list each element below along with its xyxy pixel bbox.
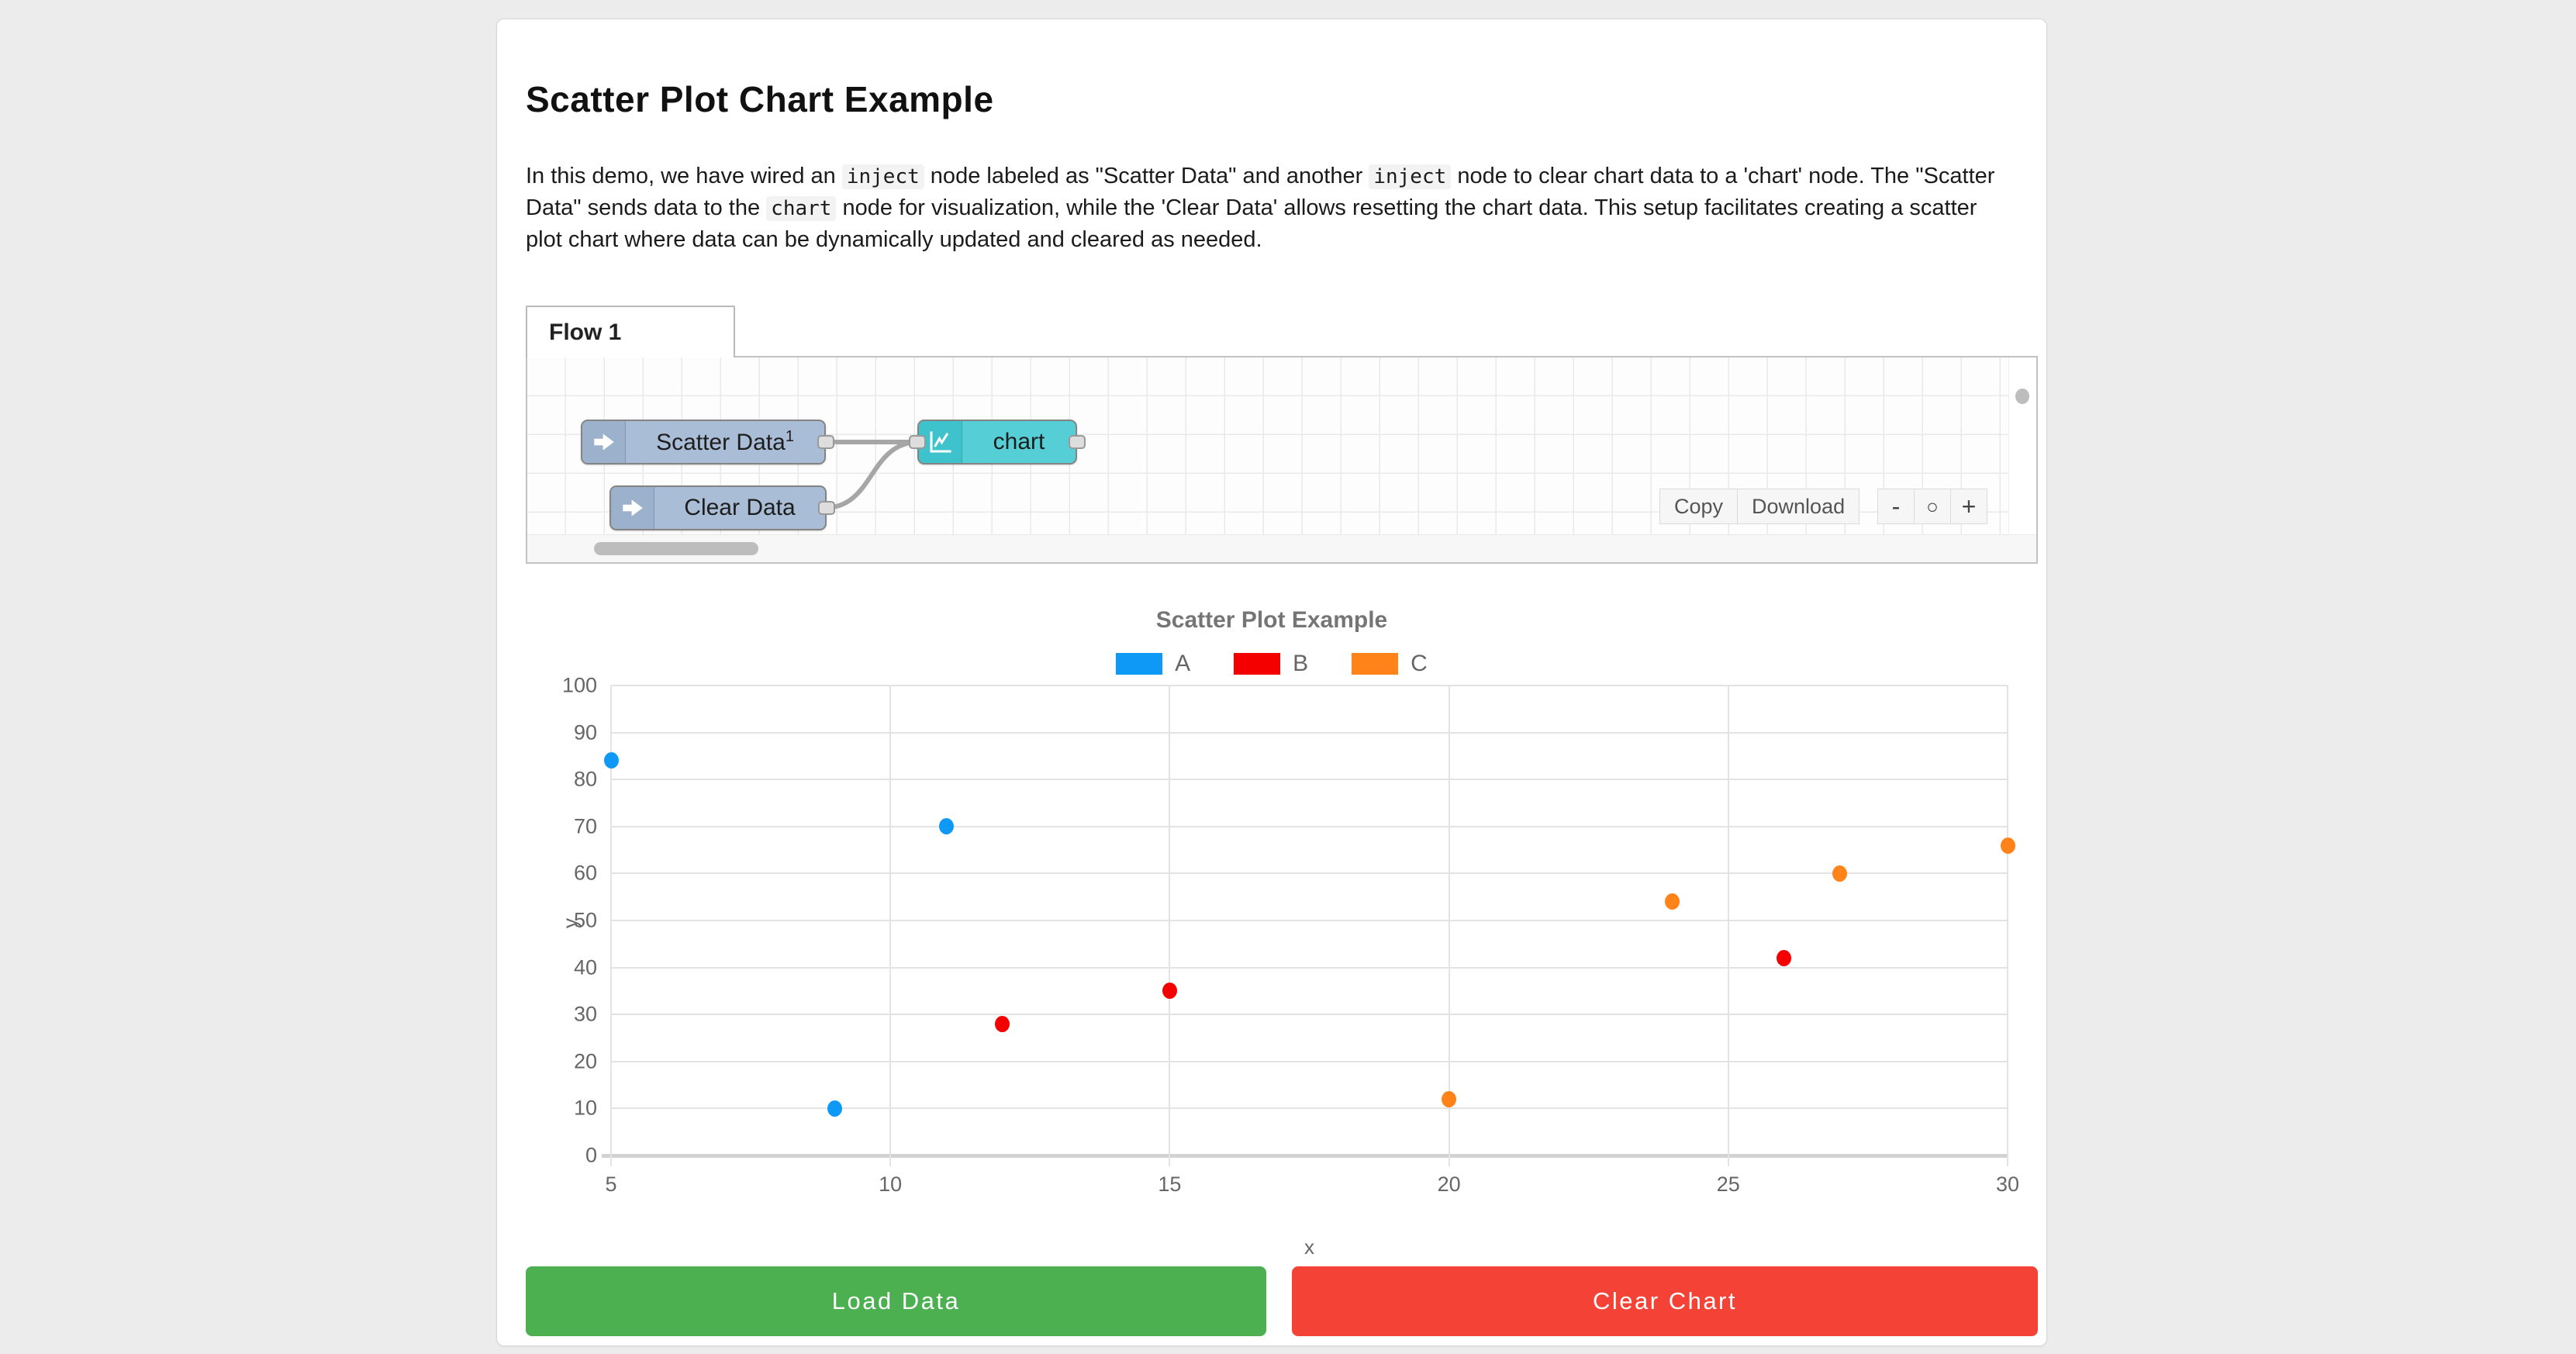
gridline bbox=[611, 685, 2008, 686]
y-tick-label: 90 bbox=[573, 720, 597, 744]
y-tick-label: 30 bbox=[573, 1002, 597, 1026]
zoom-reset-button[interactable]: ○ bbox=[1914, 489, 1951, 524]
gridline bbox=[611, 779, 2008, 781]
node-scatter-data[interactable]: Scatter Data1 bbox=[581, 420, 826, 465]
clear-chart-button[interactable]: Clear Chart bbox=[1292, 1266, 2038, 1336]
horizontal-scrollbar[interactable] bbox=[527, 534, 2036, 562]
chart-icon bbox=[919, 421, 962, 463]
description-text: node for visualization, while the 'Clear… bbox=[526, 195, 1977, 252]
scatter-plot: 0 10 20 30 40 50 60 70 80 90 100 5 10 15 20 25 30 bbox=[562, 674, 2019, 1197]
gridline bbox=[611, 1060, 2008, 1062]
legend-label: A bbox=[1175, 651, 1191, 676]
legend-swatch bbox=[1234, 653, 1281, 675]
gridline bbox=[602, 1153, 2008, 1158]
gridline bbox=[611, 872, 2008, 875]
inject-icon bbox=[582, 421, 626, 463]
data-point-C bbox=[2000, 837, 2015, 854]
inline-code: inject bbox=[1369, 164, 1452, 189]
flow-tab-label: Flow 1 bbox=[549, 319, 622, 345]
inline-code: chart bbox=[766, 196, 837, 221]
x-tick-label: 30 bbox=[1995, 1173, 2020, 1196]
download-button[interactable]: Download bbox=[1737, 489, 1860, 524]
gridline bbox=[611, 1107, 2008, 1110]
chart-output-port[interactable] bbox=[1069, 435, 1086, 449]
x-tick-label: 25 bbox=[1716, 1173, 1740, 1196]
gridline bbox=[1169, 686, 1171, 1166]
y-tick-label: 10 bbox=[573, 1096, 597, 1120]
load-data-button[interactable]: Load Data bbox=[526, 1266, 1266, 1336]
legend-label: B bbox=[1293, 651, 1309, 676]
data-point-A bbox=[603, 752, 619, 769]
description-text: In this demo, we have wired an bbox=[526, 164, 842, 188]
demo-card: Scatter Plot Chart Example In this demo,… bbox=[496, 19, 2047, 1346]
node-label: Scatter Data1 bbox=[656, 428, 794, 455]
data-point-C bbox=[1442, 1090, 1457, 1107]
data-point-B bbox=[1162, 983, 1177, 1000]
scatter-data-output-port[interactable] bbox=[817, 435, 834, 449]
x-tick-label: 5 bbox=[605, 1173, 617, 1196]
y-tick-label: 60 bbox=[573, 861, 597, 885]
x-axis-label: x bbox=[1304, 1235, 1314, 1259]
y-tick-label: 80 bbox=[573, 767, 597, 791]
y-tick-label: 40 bbox=[573, 955, 597, 979]
x-tick-label: 10 bbox=[879, 1173, 903, 1196]
gridline bbox=[1448, 686, 1450, 1166]
flow-canvas[interactable]: Scatter Data1 Clear Data chart Copy Down bbox=[526, 356, 2038, 564]
inject-icon bbox=[611, 487, 654, 529]
gridline bbox=[611, 920, 2008, 921]
data-point-A bbox=[938, 818, 954, 835]
node-label: Clear Data bbox=[684, 495, 796, 520]
description-text: node labeled as "Scatter Data" and anoth… bbox=[924, 164, 1369, 188]
gridline bbox=[610, 686, 612, 1166]
node-clear-data[interactable]: Clear Data bbox=[609, 485, 827, 530]
x-tick-label: 15 bbox=[1158, 1173, 1182, 1196]
gridline bbox=[611, 731, 2008, 734]
y-axis-label: y bbox=[558, 918, 582, 928]
clear-data-output-port[interactable] bbox=[818, 501, 835, 515]
gridline bbox=[611, 1014, 2008, 1016]
gridline bbox=[611, 966, 2008, 969]
legend-label: C bbox=[1411, 651, 1428, 676]
chart-legend: A B C bbox=[497, 651, 2046, 677]
y-tick-label: 100 bbox=[561, 673, 597, 697]
horizontal-scrollbar-thumb[interactable] bbox=[594, 542, 758, 555]
y-tick-label: 0 bbox=[585, 1143, 597, 1167]
y-tick-label: 50 bbox=[573, 908, 597, 932]
description-text: node to clear chart data to a 'chart' no… bbox=[526, 164, 1995, 220]
chart-input-port[interactable] bbox=[909, 435, 926, 449]
page-title: Scatter Plot Chart Example bbox=[526, 79, 994, 119]
vertical-scroll-gutter bbox=[2008, 357, 2036, 534]
data-point-C bbox=[1832, 865, 1848, 882]
copy-button[interactable]: Copy bbox=[1659, 489, 1739, 524]
legend-item: C bbox=[1352, 651, 1428, 677]
flow-tab[interactable]: Flow 1 bbox=[526, 306, 735, 357]
legend-item: A bbox=[1116, 651, 1190, 677]
node-chart[interactable]: chart bbox=[917, 420, 1077, 465]
y-tick-label: 70 bbox=[573, 814, 597, 838]
data-point-B bbox=[1777, 949, 1792, 966]
gridline bbox=[1727, 686, 1729, 1166]
legend-swatch bbox=[1116, 653, 1163, 675]
zoom-in-button[interactable]: + bbox=[1950, 489, 1987, 524]
description-paragraph: In this demo, we have wired an inject no… bbox=[526, 161, 2019, 255]
x-tick-label: 20 bbox=[1437, 1173, 1461, 1196]
data-point-A bbox=[827, 1100, 842, 1117]
data-point-C bbox=[1665, 893, 1680, 910]
legend-swatch bbox=[1352, 653, 1399, 675]
node-badge: 1 bbox=[785, 428, 794, 445]
zoom-out-button[interactable]: - bbox=[1877, 489, 1915, 524]
legend-item: B bbox=[1234, 651, 1308, 677]
vertical-scrollbar-thumb[interactable] bbox=[2015, 389, 2029, 404]
gridline bbox=[611, 825, 2008, 827]
gridline bbox=[889, 686, 892, 1166]
node-label: chart bbox=[993, 429, 1045, 454]
gridline bbox=[2007, 686, 2008, 1166]
y-tick-label: 20 bbox=[573, 1049, 597, 1073]
chart-title: Scatter Plot Example bbox=[1155, 607, 1388, 633]
data-point-B bbox=[994, 1015, 1010, 1032]
inline-code: inject bbox=[841, 164, 924, 189]
